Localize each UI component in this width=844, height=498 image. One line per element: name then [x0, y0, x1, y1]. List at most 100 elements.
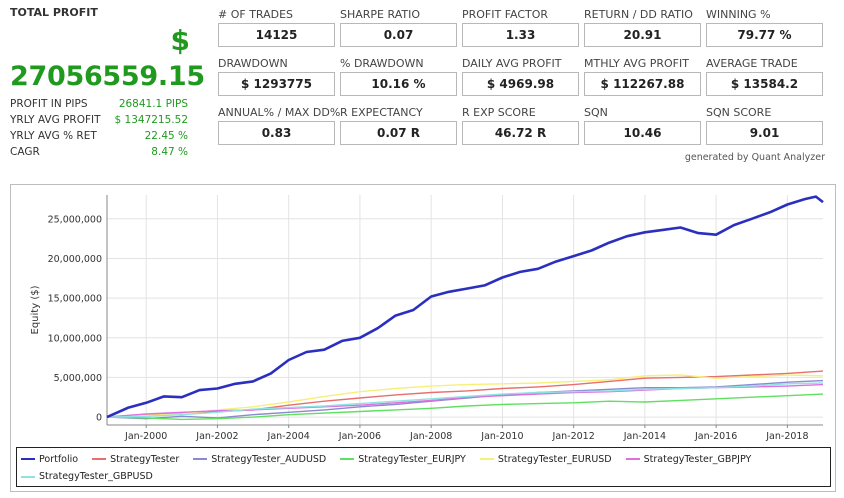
equity-chart-svg: 0 5,000,000 10,000,000 15,000,000 20,000,000… [30, 195, 824, 442]
summary-label: CAGR [10, 146, 40, 158]
equity-chart: 0 5,000,000 10,000,000 15,000,000 20,000,000… [10, 184, 836, 492]
y-tick-label: 10,000,000 [48, 333, 102, 344]
y-axis-title: Equity ($) [30, 285, 41, 334]
metric-label: WINNING % [706, 8, 771, 21]
metric-value: $ 112267.88 [584, 72, 701, 96]
legend-label: StrategyTester_EURJPY [358, 453, 466, 465]
series-line-strategytester-eurjpy [106, 393, 824, 421]
series-line-strategytester-audusd [106, 379, 824, 420]
legend-item: Portfolio [21, 451, 78, 467]
metric-return-dd-ratio: RETURN / DD RATIO 20.91 [584, 8, 701, 47]
legend-swatch [193, 458, 208, 460]
y-tick-label: 25,000,000 [48, 214, 102, 225]
y-tick-label: 5,000,000 [54, 373, 102, 384]
metric-label: R EXP SCORE [462, 106, 536, 119]
summary-value: $ 1347215.52 [114, 114, 188, 126]
metric-value: 14125 [218, 23, 335, 47]
total-profit-value: 27056559.15 [10, 61, 205, 92]
metric-label: PROFIT FACTOR [462, 8, 549, 21]
metric-r-expectancy: R EXPECTANCY 0.07 R [340, 106, 457, 145]
metric-value: $ 13584.2 [706, 72, 823, 96]
metric-label: ANNUAL% / MAX DD% [218, 106, 341, 119]
metric-trades: # OF TRADES 14125 [218, 8, 335, 47]
metric-daily-avg-profit: DAILY AVG PROFIT $ 4969.98 [462, 57, 579, 96]
legend-label: StrategyTester_AUDUSD [211, 453, 327, 465]
currency-symbol: $ [170, 24, 190, 57]
legend-item: StrategyTester [92, 451, 179, 467]
summary-rows: PROFIT IN PIPS 26841.1 PIPS YRLY AVG PRO… [10, 96, 188, 160]
total-profit-summary: TOTAL PROFIT $ 27056559.15 PROFIT IN PIP… [10, 6, 205, 158]
series-line-strategytester-gbpusd [106, 382, 824, 418]
legend-swatch [340, 458, 355, 460]
x-tick-label: Jan-2004 [267, 431, 310, 442]
metric-value: 20.91 [584, 23, 701, 47]
metric-label: DRAWDOWN [218, 57, 288, 70]
metric-label: DAILY AVG PROFIT [462, 57, 562, 70]
metric-label: RETURN / DD RATIO [584, 8, 693, 21]
legend-label: StrategyTester_EURUSD [497, 453, 612, 465]
summary-row-cagr: CAGR 8.47 % [10, 144, 188, 160]
legend-swatch [21, 475, 35, 478]
metric-annual-max-dd: ANNUAL% / MAX DD% 0.83 [218, 106, 341, 145]
chart-legend: Portfolio StrategyTester StrategyTester_AU… [16, 447, 831, 487]
metric-value: $ 4969.98 [462, 72, 579, 96]
generated-by-note: generated by Quant Analyzer [684, 152, 825, 163]
metric-value: 79.77 % [706, 23, 823, 47]
metric-sharpe-ratio: SHARPE RATIO 0.07 [340, 8, 457, 47]
metric-r-exp-score: R EXP SCORE 46.72 R [462, 106, 579, 145]
legend-item: StrategyTester_GBPJPY [625, 451, 752, 467]
metric-mthly-avg-profit: MTHLY AVG PROFIT $ 112267.88 [584, 57, 701, 96]
metric-value: 0.83 [218, 121, 335, 145]
legend-swatch [21, 458, 35, 460]
total-profit-label: TOTAL PROFIT [10, 6, 98, 19]
legend-label: StrategyTester_GBPUSD [39, 471, 153, 482]
summary-value: 22.45 % [144, 130, 188, 142]
summary-label: PROFIT IN PIPS [10, 98, 88, 110]
y-tick-label: 20,000,000 [48, 254, 102, 265]
legend-swatch [92, 458, 107, 460]
summary-row-profit-pips: PROFIT IN PIPS 26841.1 PIPS [10, 96, 188, 112]
legend-item: StrategyTester_GBPUSD [21, 469, 153, 485]
metric-label: R EXPECTANCY [340, 106, 423, 119]
series-line-strategytester-eurusd [106, 374, 824, 418]
legend-swatch [625, 458, 640, 460]
metric-value: 10.16 % [340, 72, 457, 96]
metric-value: 46.72 R [462, 121, 579, 145]
legend-label: StrategyTester_GBPJPY [643, 453, 752, 465]
x-tick-label: Jan-2008 [409, 431, 452, 442]
y-tick-label: 0 [96, 413, 102, 424]
x-tick-label: Jan-2018 [765, 431, 808, 442]
metric-label: SQN [584, 106, 608, 119]
summary-row-yrly-avg-profit: YRLY AVG PROFIT $ 1347215.52 [10, 112, 188, 128]
summary-value: 26841.1 PIPS [118, 98, 188, 110]
metric-drawdown: DRAWDOWN $ 1293775 [218, 57, 335, 96]
metric-value: 10.46 [584, 121, 701, 145]
summary-row-yrly-avg-ret: YRLY AVG % RET 22.45 % [10, 128, 188, 144]
series-line-portfolio [106, 195, 824, 419]
summary-value: 8.47 % [151, 146, 188, 158]
metric-winning-pct: WINNING % 79.77 % [706, 8, 823, 47]
metric-sqn: SQN 10.46 [584, 106, 701, 145]
x-tick-label: Jan-2002 [195, 431, 238, 442]
legend-label: Portfolio [39, 453, 79, 465]
metric-average-trade: AVERAGE TRADE $ 13584.2 [706, 57, 823, 96]
y-tick-label: 15,000,000 [48, 294, 102, 305]
metric-label: MTHLY AVG PROFIT [584, 57, 689, 70]
legend-item: StrategyTester_AUDUSD [193, 451, 326, 467]
x-tick-label: Jan-2014 [623, 431, 666, 442]
metric-profit-factor: PROFIT FACTOR 1.33 [462, 8, 579, 47]
summary-label: YRLY AVG PROFIT [10, 114, 101, 126]
x-tick-label: Jan-2006 [338, 431, 381, 442]
x-tick-label: Jan-2000 [124, 431, 167, 442]
metric-value: 0.07 [340, 23, 457, 47]
metric-value: 0.07 R [340, 121, 457, 145]
metric-label: SHARPE RATIO [340, 8, 420, 21]
metric-value: 1.33 [462, 23, 579, 47]
metric-label: # OF TRADES [218, 8, 294, 21]
x-tick-label: Jan-2016 [694, 431, 737, 442]
legend-label: StrategyTester [110, 453, 180, 465]
legend-item: StrategyTester_EURUSD [479, 451, 612, 467]
metric-label: SQN SCORE [706, 106, 772, 119]
metric-label: AVERAGE TRADE [706, 57, 798, 70]
x-tick-label: Jan-2010 [480, 431, 523, 442]
